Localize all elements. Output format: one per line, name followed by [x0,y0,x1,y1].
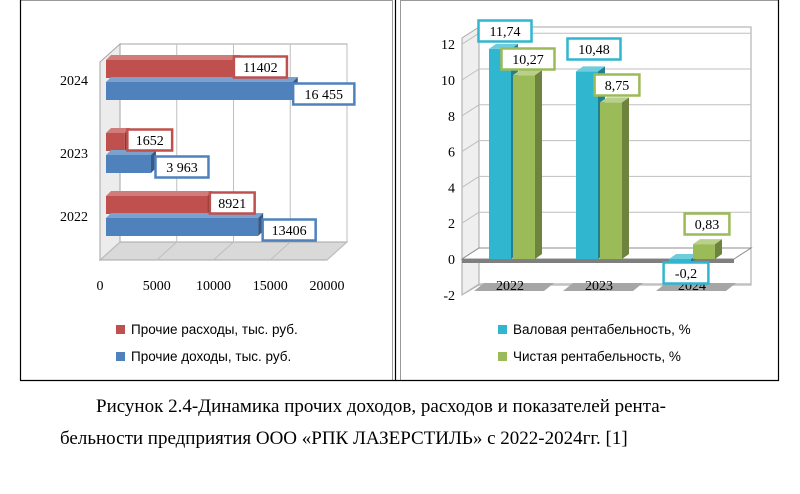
bar-top [693,239,722,245]
category-shadow [474,283,554,291]
x-floor-line [156,241,178,261]
x-floor-line [99,241,121,261]
category-shadow [656,283,736,291]
y-tick-label: 2022 [60,210,88,225]
bar [693,244,715,259]
bar-top [513,70,542,76]
y-side-gridline [461,175,480,188]
legend-label: Чистая рентабельность, % [513,349,681,364]
data-label-box [126,128,174,152]
legend-swatch [116,352,125,361]
bar [600,102,622,259]
data-label: 0,83 [695,218,720,233]
bar [576,71,598,260]
x-floor-line [326,241,348,261]
y-tick-label: 8 [448,110,455,125]
data-label-box [291,82,356,106]
bar-top [576,66,605,72]
bar [106,133,125,151]
data-label-box [662,261,710,285]
bar-side [715,239,722,259]
data-label: 11402 [243,61,277,76]
legend-swatch [116,325,125,334]
y-tick-label: 10 [441,74,455,89]
data-label: 16 455 [305,88,344,103]
data-label: -0,2 [675,267,697,282]
y-side-gridline [461,140,480,153]
data-label: 8921 [218,197,246,212]
y-side-gridline [461,32,480,45]
bar [489,48,511,259]
bar [106,196,208,214]
bar-top [106,191,213,196]
x-tick-label: 0 [97,279,104,294]
caption-line-2: бельности предприятия ООО «РПК ЛАЗЕРСТИЛ… [60,428,628,449]
bar-top [106,55,241,60]
x-tick-label: 20000 [310,279,345,294]
data-label: 13406 [272,224,307,239]
bar-top [600,97,629,103]
bar [106,60,236,78]
legend-label: Прочие расходы, тыс. руб. [131,322,298,337]
bar [106,155,151,173]
right-side-wall [461,26,480,296]
legend-label: Валовая рентабельность, % [513,322,691,337]
data-label: 10,48 [578,43,610,58]
data-label-box [208,191,256,215]
y-side-gridline [461,104,480,117]
x-tick-label: 10000 [196,279,231,294]
legend-label: Прочие доходы, тыс. руб. [131,349,291,364]
y-side-gridline [461,68,480,81]
x-tick-label: 5000 [143,279,171,294]
y-side-gridline [461,283,480,296]
y-tick-label: 2024 [60,74,88,89]
legend-swatch [498,352,507,361]
bar-side [535,70,542,260]
data-label-box [261,218,317,242]
bar-top [669,254,698,259]
bar [513,75,535,260]
y-tick-label: 0 [448,253,455,268]
x-tick-label: 2023 [585,279,613,294]
x-floor-line [269,241,291,261]
caption-line-1: Рисунок 2.4-Динамика прочих доходов, рас… [96,396,667,417]
y-tick-label: 2023 [60,147,88,162]
y-tick-label: 2 [448,217,455,232]
y-side-gridline [461,211,480,224]
y-tick-label: 12 [441,38,455,53]
x-tick-label: 2022 [496,279,524,294]
data-label: 1652 [136,134,164,149]
y-tick-label: 4 [448,181,455,196]
x-floor-line [213,241,234,261]
y-tick-label: -2 [443,289,455,304]
bar-top [106,128,130,133]
data-label-box [593,73,641,97]
category-shadow [563,283,643,291]
x-tick-label: 15000 [253,279,288,294]
data-label-box [683,212,731,236]
data-label: 3 963 [166,161,198,176]
data-label-box [477,19,533,43]
bar [106,218,259,236]
bar [106,82,293,100]
y-tick-label: 6 [448,146,455,161]
data-label-box [154,155,210,179]
data-label-box [232,55,289,79]
data-label: 8,75 [605,79,630,94]
data-label: 11,74 [490,25,521,40]
data-label-box [500,47,556,71]
data-label-box [566,37,622,61]
bar-side [622,97,629,259]
chart-profitability: 2022 2023 2024 11,7410,2710,488,75-0,20,83… [441,19,753,364]
legend-swatch [498,325,507,334]
data-label: 10,27 [512,53,544,68]
bar [669,259,691,263]
